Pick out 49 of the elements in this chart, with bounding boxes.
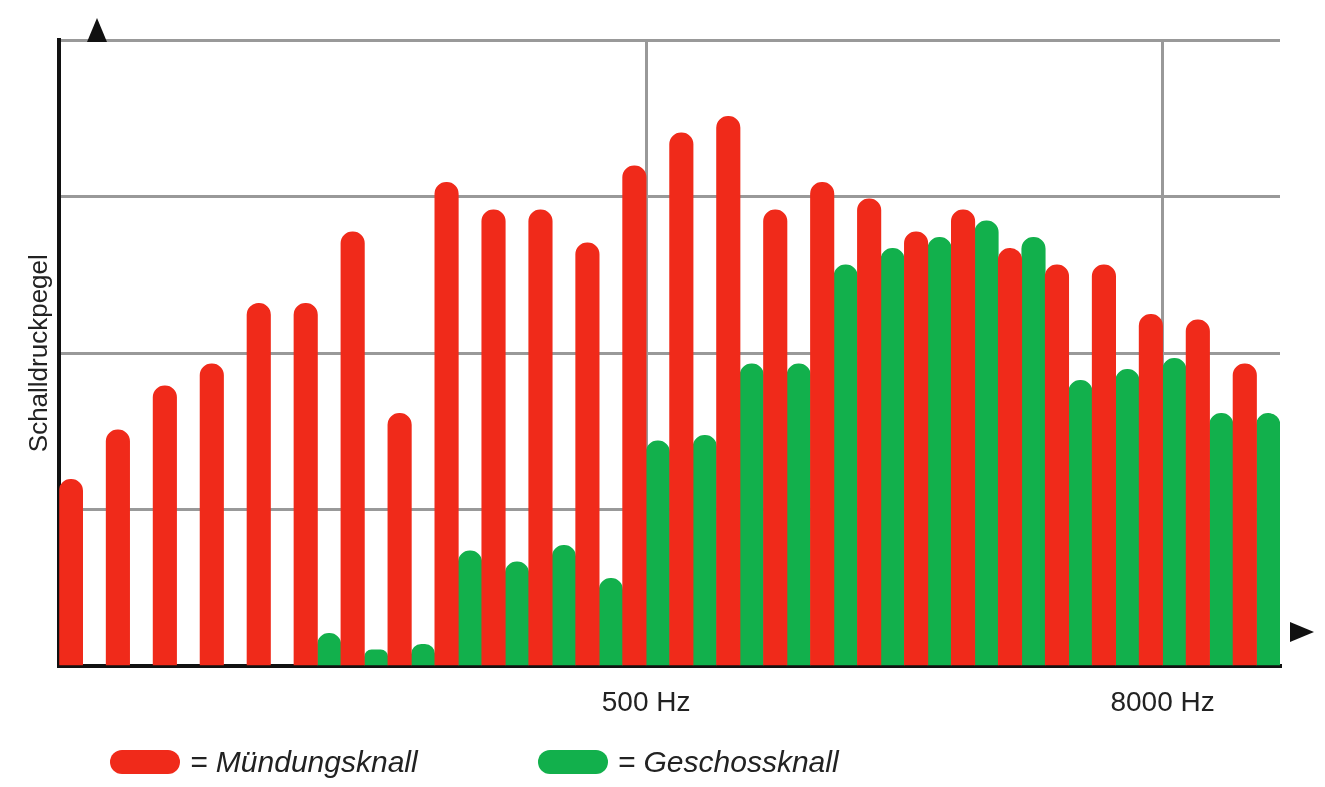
legend-label: = Geschossknall [617, 745, 839, 779]
bar [1044, 264, 1070, 666]
bar [504, 561, 530, 666]
bar [1185, 319, 1210, 666]
bar [904, 231, 929, 666]
bar [387, 413, 412, 666]
bar [1232, 363, 1257, 666]
bar [1068, 380, 1093, 666]
bar [763, 209, 788, 666]
bar [1138, 314, 1163, 666]
bar [152, 385, 177, 666]
bar [927, 237, 952, 666]
bar [997, 248, 1023, 666]
bar [622, 165, 647, 666]
bar [1162, 358, 1187, 666]
bar [293, 303, 318, 666]
x-tick-label: 500 Hz [601, 685, 691, 717]
bar [833, 264, 858, 666]
bar [1021, 237, 1046, 666]
bar [1256, 413, 1280, 666]
bar [340, 231, 365, 666]
bar [528, 209, 553, 666]
bar [199, 363, 224, 666]
bar [457, 550, 483, 666]
x-tick-label: 8000 Hz [1110, 685, 1215, 717]
bar [1115, 369, 1140, 666]
bar [598, 578, 623, 666]
bar [481, 209, 506, 666]
bar [786, 363, 811, 666]
bar [59, 479, 84, 666]
bar [739, 363, 764, 666]
bar [1209, 413, 1234, 666]
bar [950, 209, 976, 666]
bar [692, 435, 717, 666]
bar [551, 545, 577, 666]
bar [880, 248, 905, 666]
legend-label: = Mündungsknall [190, 745, 418, 779]
y-axis-title: Schalldruckpegel [22, 254, 53, 453]
bar [1091, 264, 1116, 666]
bar [246, 303, 271, 666]
bar [857, 198, 882, 666]
bar [974, 220, 999, 666]
bar [434, 182, 459, 666]
bar [105, 429, 130, 666]
bar [810, 182, 835, 666]
bar [716, 116, 741, 666]
bar [645, 440, 670, 666]
bar [669, 132, 694, 666]
bar [575, 242, 600, 666]
